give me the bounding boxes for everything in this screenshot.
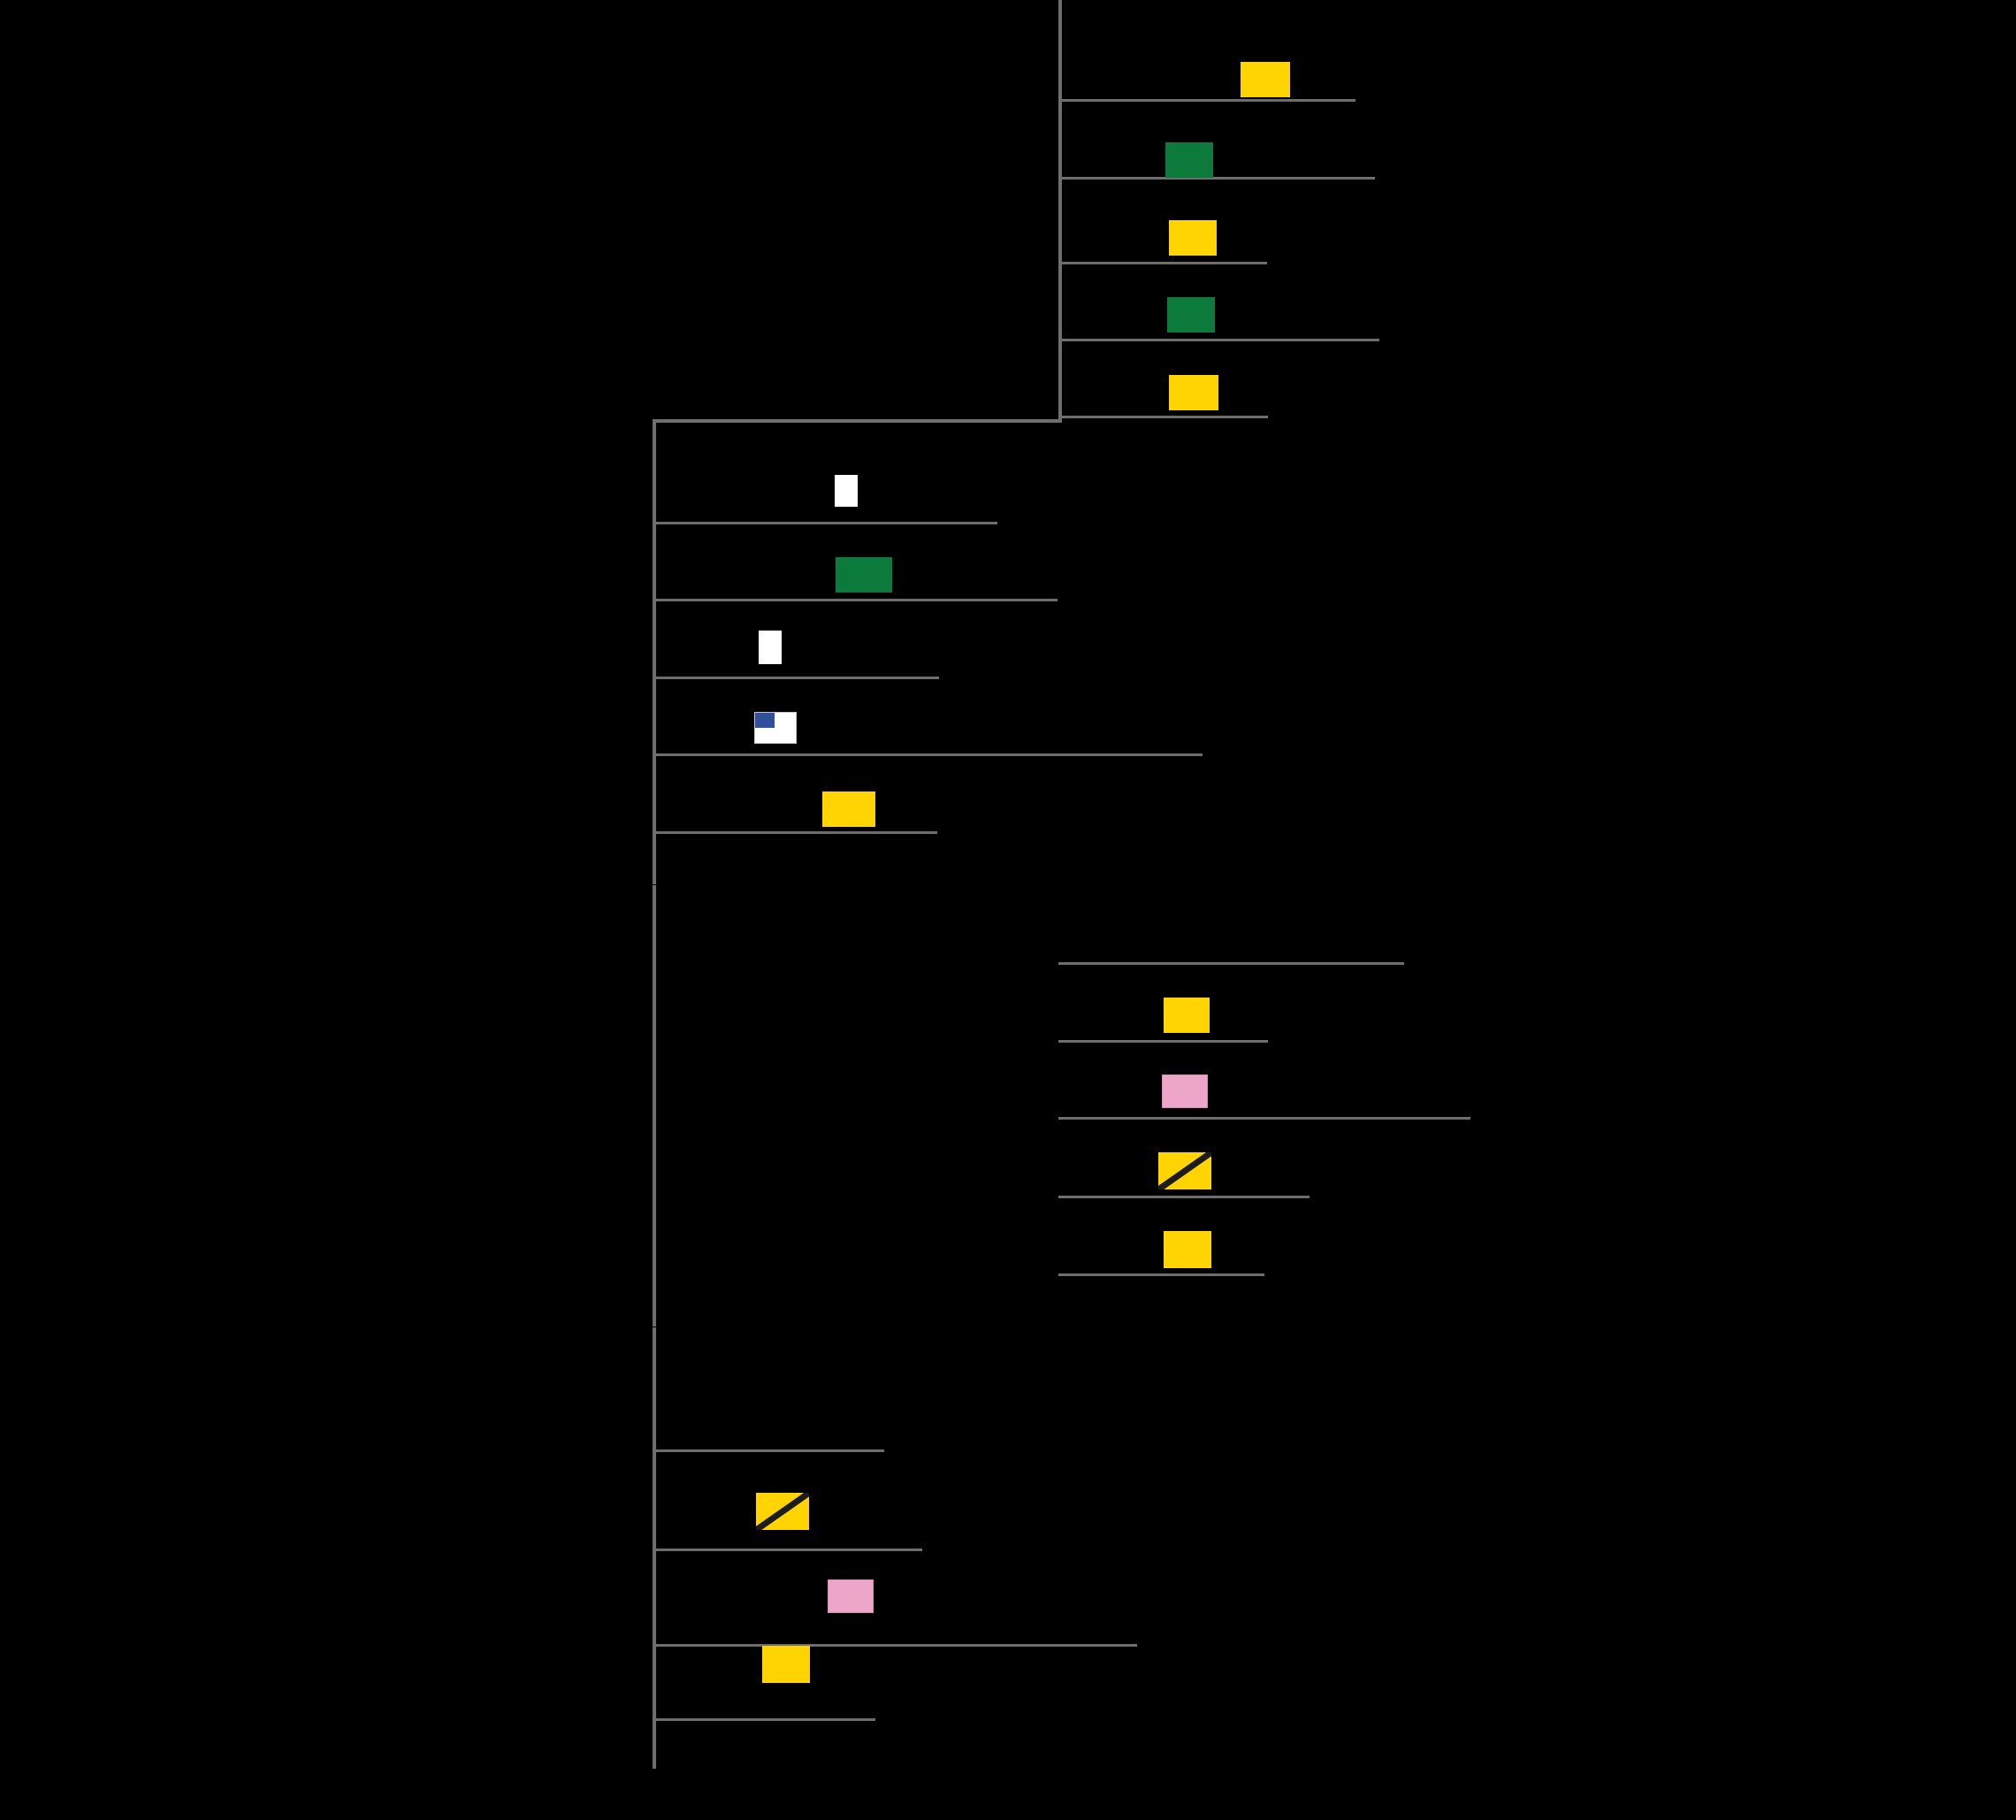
schedule-group-2-top-rule <box>653 419 1062 423</box>
milestone-marker-yellow[interactable] <box>1241 62 1290 97</box>
flag-canton <box>755 713 775 728</box>
milestone-marker-white[interactable] <box>835 475 858 507</box>
milestone-marker-yellow-slashed[interactable] <box>1158 1152 1211 1189</box>
schedule-group-3-top-rule <box>653 885 656 889</box>
milestone-triangle-green[interactable] <box>748 1393 798 1428</box>
schedule-group-3-task-bar-1 <box>1058 962 1404 965</box>
schedule-group-1-task-bar-4 <box>1058 339 1379 341</box>
milestone-marker-green[interactable] <box>1167 297 1215 333</box>
milestone-triangle-green[interactable] <box>1160 916 1210 952</box>
schedule-group-2-task-bar-3 <box>653 677 939 679</box>
schedule-group-3-task-bar-5 <box>1058 1273 1264 1276</box>
milestone-marker-yellow[interactable] <box>822 791 875 827</box>
schedule-group-3-spine <box>653 885 656 1327</box>
milestone-marker-green[interactable] <box>836 557 892 593</box>
milestone-marker-yellow[interactable] <box>762 1646 810 1683</box>
milestone-marker-pink[interactable] <box>828 1579 874 1613</box>
schedule-group-2-task-bar-1 <box>653 522 997 524</box>
schedule-group-1-task-bar-5 <box>1058 416 1268 418</box>
schedule-group-1-task-bar-3 <box>1058 262 1267 264</box>
schedule-group-4-task-bar-1 <box>653 1449 884 1452</box>
schedule-group-4-task-bar-4 <box>653 1718 875 1721</box>
milestone-marker-yellow-slashed[interactable] <box>756 1493 809 1530</box>
schedule-group-4-spine <box>653 1327 656 1769</box>
milestone-marker-yellow[interactable] <box>1169 220 1217 256</box>
schedule-group-3-task-bar-3 <box>1058 1117 1470 1120</box>
schedule-group-1-task-bar-2 <box>1058 177 1375 180</box>
schedule-group-2-task-bar-4 <box>653 753 1203 756</box>
diagonal-stripe <box>756 1493 809 1530</box>
schedule-group-4-task-bar-2 <box>653 1549 922 1551</box>
milestone-marker-pink[interactable] <box>1162 1074 1208 1108</box>
milestone-flag-icon[interactable] <box>754 712 797 744</box>
schedule-group-4-top-rule <box>653 1327 656 1331</box>
schedule-group-2-spine <box>653 419 656 884</box>
schedule-group-1-spine <box>1058 0 1062 422</box>
milestone-marker-yellow[interactable] <box>1169 375 1218 410</box>
schedule-group-3-task-bar-4 <box>1058 1196 1310 1198</box>
schedule-group-1-task-bar-1 <box>1058 99 1355 102</box>
schedule-group-3-task-bar-2 <box>1058 1040 1268 1043</box>
milestone-marker-yellow[interactable] <box>1164 998 1210 1033</box>
milestone-marker-white[interactable] <box>759 631 782 664</box>
schedule-group-2-task-bar-5 <box>653 831 937 834</box>
diagonal-stripe <box>1158 1152 1211 1189</box>
milestone-marker-green[interactable] <box>1165 142 1213 178</box>
milestone-marker-yellow[interactable] <box>1164 1231 1211 1268</box>
schedule-group-4-task-bar-3 <box>653 1644 1137 1647</box>
schedule-group-2-task-bar-2 <box>653 599 1058 601</box>
